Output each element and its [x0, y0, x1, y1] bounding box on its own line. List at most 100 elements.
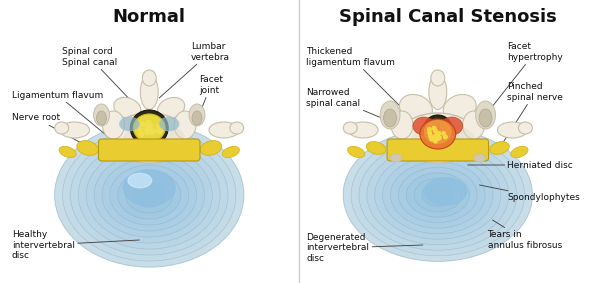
Ellipse shape	[125, 177, 173, 213]
Ellipse shape	[109, 113, 189, 163]
Ellipse shape	[118, 171, 181, 219]
Circle shape	[428, 134, 432, 138]
Ellipse shape	[398, 168, 477, 223]
Ellipse shape	[430, 190, 446, 201]
Ellipse shape	[463, 111, 485, 139]
Text: Tears in
annulus fibrosus: Tears in annulus fibrosus	[488, 220, 562, 250]
Circle shape	[436, 136, 439, 140]
Ellipse shape	[420, 119, 456, 149]
Text: Spondylophytes: Spondylophytes	[479, 185, 580, 203]
Circle shape	[152, 129, 155, 133]
Ellipse shape	[110, 165, 188, 225]
Ellipse shape	[431, 70, 445, 86]
Ellipse shape	[347, 146, 365, 158]
Circle shape	[437, 136, 441, 139]
Text: Degenerated
intervertebral
disc: Degenerated intervertebral disc	[307, 233, 423, 263]
FancyBboxPatch shape	[98, 139, 200, 161]
Text: Facet
hypertrophy: Facet hypertrophy	[485, 42, 563, 115]
Ellipse shape	[55, 122, 68, 134]
Ellipse shape	[383, 109, 397, 127]
Circle shape	[148, 127, 152, 131]
Ellipse shape	[158, 97, 185, 119]
Ellipse shape	[413, 117, 435, 135]
Ellipse shape	[422, 184, 454, 206]
Circle shape	[158, 129, 161, 133]
Ellipse shape	[479, 109, 492, 127]
Ellipse shape	[343, 129, 532, 261]
Text: Pinched
spinal nerve: Pinched spinal nerve	[499, 82, 563, 148]
Circle shape	[434, 139, 437, 143]
Ellipse shape	[383, 156, 493, 234]
Ellipse shape	[133, 114, 165, 142]
Text: Narrowed
spinal canal: Narrowed spinal canal	[307, 88, 430, 138]
Circle shape	[437, 137, 440, 140]
Ellipse shape	[343, 122, 357, 134]
Ellipse shape	[367, 145, 509, 245]
Ellipse shape	[406, 173, 469, 217]
Ellipse shape	[400, 95, 433, 121]
Ellipse shape	[133, 183, 165, 207]
Circle shape	[147, 126, 151, 130]
Circle shape	[432, 127, 436, 130]
Ellipse shape	[410, 122, 475, 162]
Ellipse shape	[60, 122, 89, 138]
Text: Normal: Normal	[113, 8, 186, 26]
Ellipse shape	[79, 141, 220, 249]
Ellipse shape	[94, 104, 109, 126]
Ellipse shape	[103, 111, 124, 139]
Ellipse shape	[391, 111, 413, 139]
Ellipse shape	[130, 110, 168, 146]
Circle shape	[145, 130, 149, 134]
Circle shape	[157, 125, 161, 128]
Circle shape	[149, 124, 152, 128]
Circle shape	[437, 136, 441, 140]
Ellipse shape	[490, 142, 509, 154]
Ellipse shape	[142, 70, 156, 86]
Ellipse shape	[348, 122, 378, 138]
Text: Nerve root: Nerve root	[12, 113, 98, 152]
Circle shape	[430, 137, 433, 141]
Ellipse shape	[414, 179, 461, 212]
Text: Healthy
intervertebral
disc: Healthy intervertebral disc	[12, 230, 139, 260]
Ellipse shape	[476, 101, 496, 129]
Circle shape	[436, 132, 440, 136]
Ellipse shape	[62, 129, 236, 261]
FancyBboxPatch shape	[387, 139, 488, 161]
Ellipse shape	[70, 135, 228, 255]
Circle shape	[437, 132, 441, 135]
Ellipse shape	[209, 122, 239, 138]
Ellipse shape	[380, 101, 400, 129]
Circle shape	[428, 131, 431, 135]
Circle shape	[146, 121, 151, 125]
Ellipse shape	[222, 146, 239, 158]
Ellipse shape	[443, 95, 476, 121]
Ellipse shape	[441, 117, 463, 135]
Ellipse shape	[424, 120, 452, 144]
Ellipse shape	[359, 140, 517, 250]
Ellipse shape	[86, 147, 212, 243]
Ellipse shape	[192, 111, 202, 125]
Ellipse shape	[511, 146, 528, 158]
Ellipse shape	[123, 170, 175, 206]
Text: Spinal Canal Stenosis: Spinal Canal Stenosis	[339, 8, 557, 26]
Ellipse shape	[59, 146, 76, 158]
Circle shape	[157, 129, 161, 133]
Ellipse shape	[122, 122, 187, 162]
Ellipse shape	[140, 74, 158, 110]
Ellipse shape	[102, 159, 197, 231]
Circle shape	[158, 128, 162, 132]
Ellipse shape	[94, 153, 205, 237]
Text: Spinal cord
Spinal canal: Spinal cord Spinal canal	[62, 47, 151, 122]
Ellipse shape	[398, 113, 478, 163]
Ellipse shape	[367, 142, 386, 154]
Circle shape	[149, 130, 153, 134]
Ellipse shape	[497, 122, 527, 138]
Ellipse shape	[424, 115, 452, 141]
Circle shape	[434, 129, 437, 132]
Text: Thickened
ligamentum flavum: Thickened ligamentum flavum	[307, 47, 420, 126]
Circle shape	[146, 125, 149, 129]
Circle shape	[146, 129, 150, 133]
Ellipse shape	[230, 122, 244, 134]
Circle shape	[145, 122, 149, 127]
Ellipse shape	[351, 134, 524, 256]
